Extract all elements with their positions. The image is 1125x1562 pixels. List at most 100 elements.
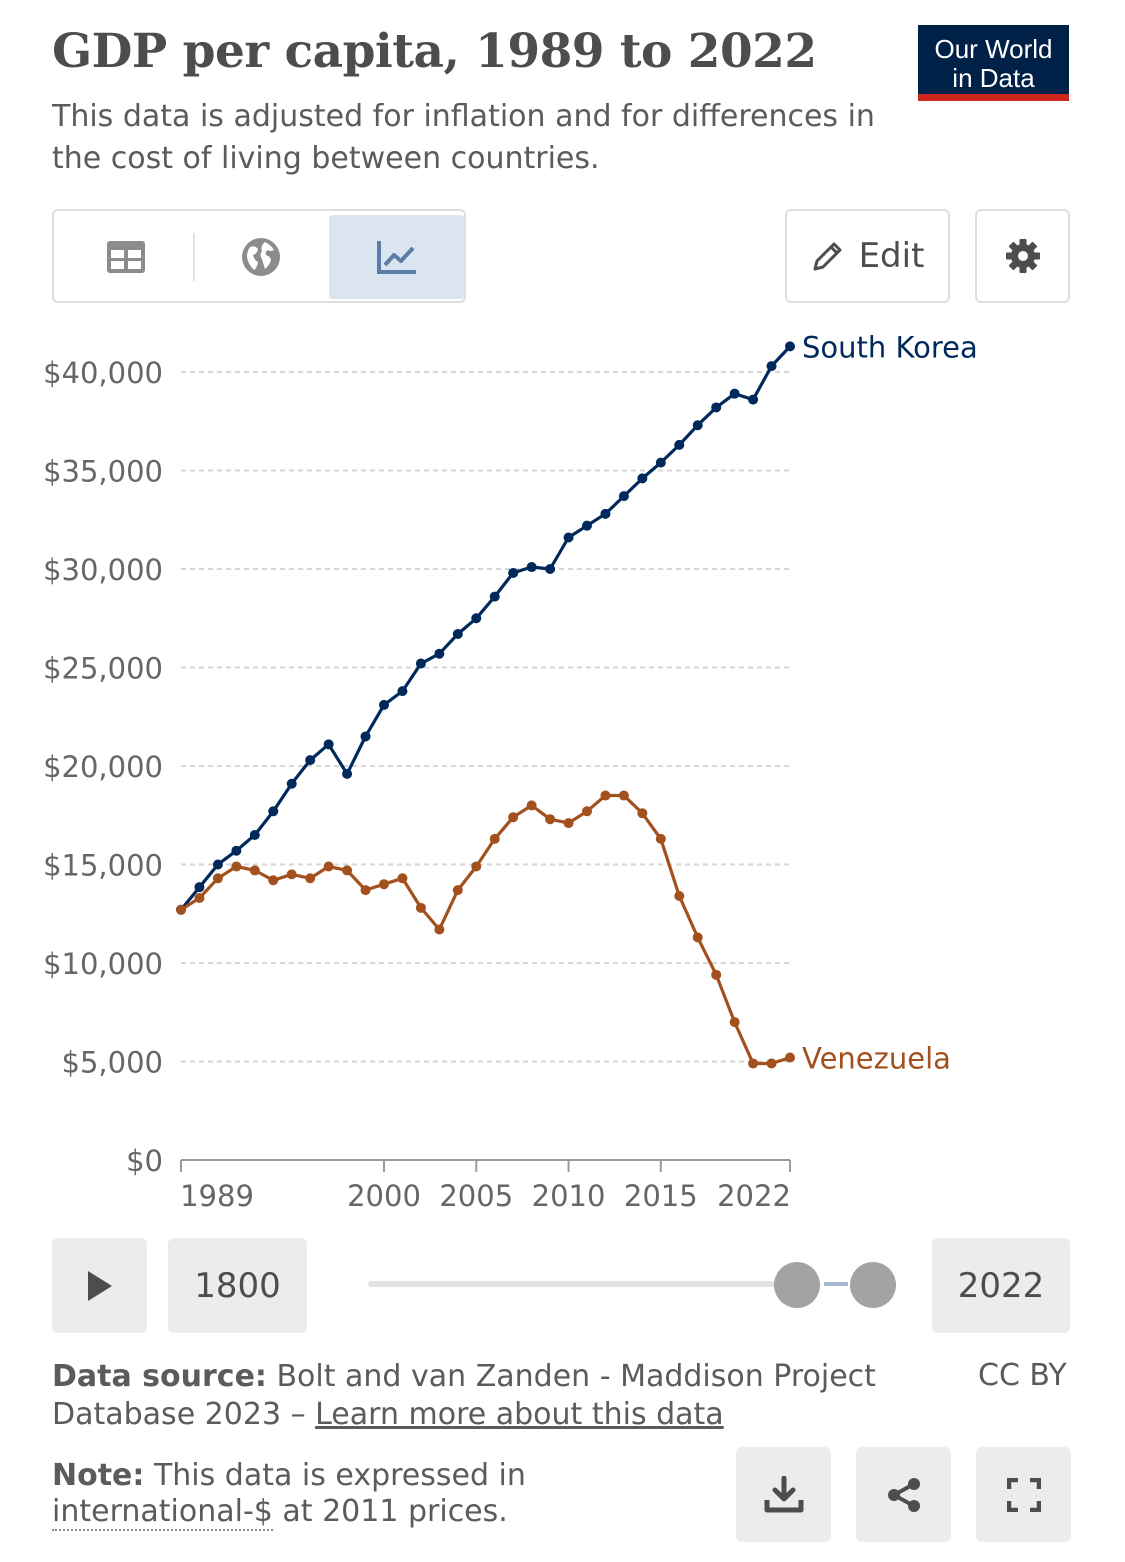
x-tick-label: 2015 [624,1179,698,1213]
edit-label: Edit [858,236,925,276]
data-point [600,790,611,801]
data-point [563,532,574,543]
data-point [489,833,500,844]
tab-table[interactable] [58,215,193,299]
line-chart-icon [376,241,416,274]
data-point [545,814,556,825]
x-tick-label: 2005 [439,1179,513,1213]
y-tick-label: $40,000 [43,356,163,390]
download-button[interactable] [736,1447,831,1542]
data-point [674,891,685,902]
data-point [785,341,795,352]
international-dollar-link[interactable]: international-$ [52,1494,273,1531]
data-point [342,768,353,779]
fullscreen-icon [1006,1477,1041,1512]
license-label[interactable]: CC BY [978,1358,1067,1393]
data-point [785,1052,795,1063]
settings-button[interactable] [975,209,1070,303]
data-point [471,861,482,872]
data-point [711,402,722,413]
data-point [471,613,482,624]
data-point [323,861,334,872]
data-point [194,882,205,893]
data-point [194,892,205,903]
data-point [508,812,519,823]
data-point [231,845,242,856]
data-point [342,865,353,876]
table-icon [106,241,145,273]
our-world-in-data-logo[interactable]: Our World in Data [918,25,1069,101]
y-tick-label: $5,000 [62,1046,163,1080]
data-point [286,869,297,880]
data-point [655,833,666,844]
data-source-label: Data source: [52,1359,267,1394]
x-tick-label: 2000 [347,1179,421,1213]
y-tick-label: $0 [126,1144,163,1178]
data-point [674,439,685,450]
data-point [618,491,629,502]
data-point [748,1058,759,1069]
globe-icon [242,238,280,276]
y-tick-label: $10,000 [43,947,163,981]
y-tick-label: $30,000 [43,553,163,587]
edit-button[interactable]: Edit [785,209,950,303]
data-point [305,755,316,766]
data-point [397,686,408,697]
timeline-selected-range [824,1282,848,1286]
note: Note: This data is expressed in internat… [52,1458,652,1531]
data-point [618,790,629,801]
data-point [249,865,260,876]
timeline-start-year[interactable]: 1800 [168,1238,307,1333]
data-point [379,879,389,890]
data-source-text: Bolt and van Zanden - Maddison Project D… [52,1359,876,1432]
data-point [212,873,223,884]
data-point [766,1058,777,1069]
logo-line-1: Our World [934,34,1053,64]
data-point [729,1017,740,1028]
data-point [729,388,740,399]
fullscreen-button[interactable] [976,1447,1071,1542]
data-point [268,875,279,886]
series-label: South Korea [802,330,978,364]
share-button[interactable] [856,1447,951,1542]
timeline-end-handle[interactable] [850,1262,896,1308]
learn-more-link[interactable]: Learn more about this data [315,1397,724,1432]
x-tick-label: 1989 [180,1179,254,1213]
note-text-2: at 2011 prices. [272,1494,508,1529]
logo-line-2: in Data [952,63,1035,93]
series-line [179,345,792,911]
data-point [323,739,334,750]
data-point [582,806,592,817]
data-point [268,806,279,817]
timeline-track[interactable] [368,1281,798,1287]
data-point [434,924,445,935]
data-point [766,361,777,372]
pencil-icon [813,242,842,271]
chart-title: GDP per capita, 1989 to 2022 [52,24,817,79]
data-point [526,800,537,811]
series-label: Venezuela [802,1042,951,1076]
data-point [508,567,519,578]
data-point [526,562,537,573]
data-point [545,564,556,574]
series-line [180,793,791,1066]
play-button[interactable] [52,1238,147,1333]
data-source: Data source: Bolt and van Zanden - Maddi… [52,1358,932,1434]
tab-divider [193,233,195,281]
share-icon [887,1477,920,1512]
y-tick-label: $15,000 [43,849,163,883]
data-point [305,873,316,884]
data-point [379,699,389,710]
data-point [600,508,611,519]
data-point [415,902,426,913]
data-point [692,932,703,943]
data-point [212,859,223,870]
data-point [655,457,666,468]
timeline-start-handle[interactable] [774,1262,820,1308]
tab-chart[interactable] [329,215,464,299]
timeline-end-year[interactable]: 2022 [932,1238,1070,1333]
data-point [286,778,297,789]
data-point [563,818,574,829]
tab-map[interactable] [195,215,327,299]
data-point [748,394,759,405]
